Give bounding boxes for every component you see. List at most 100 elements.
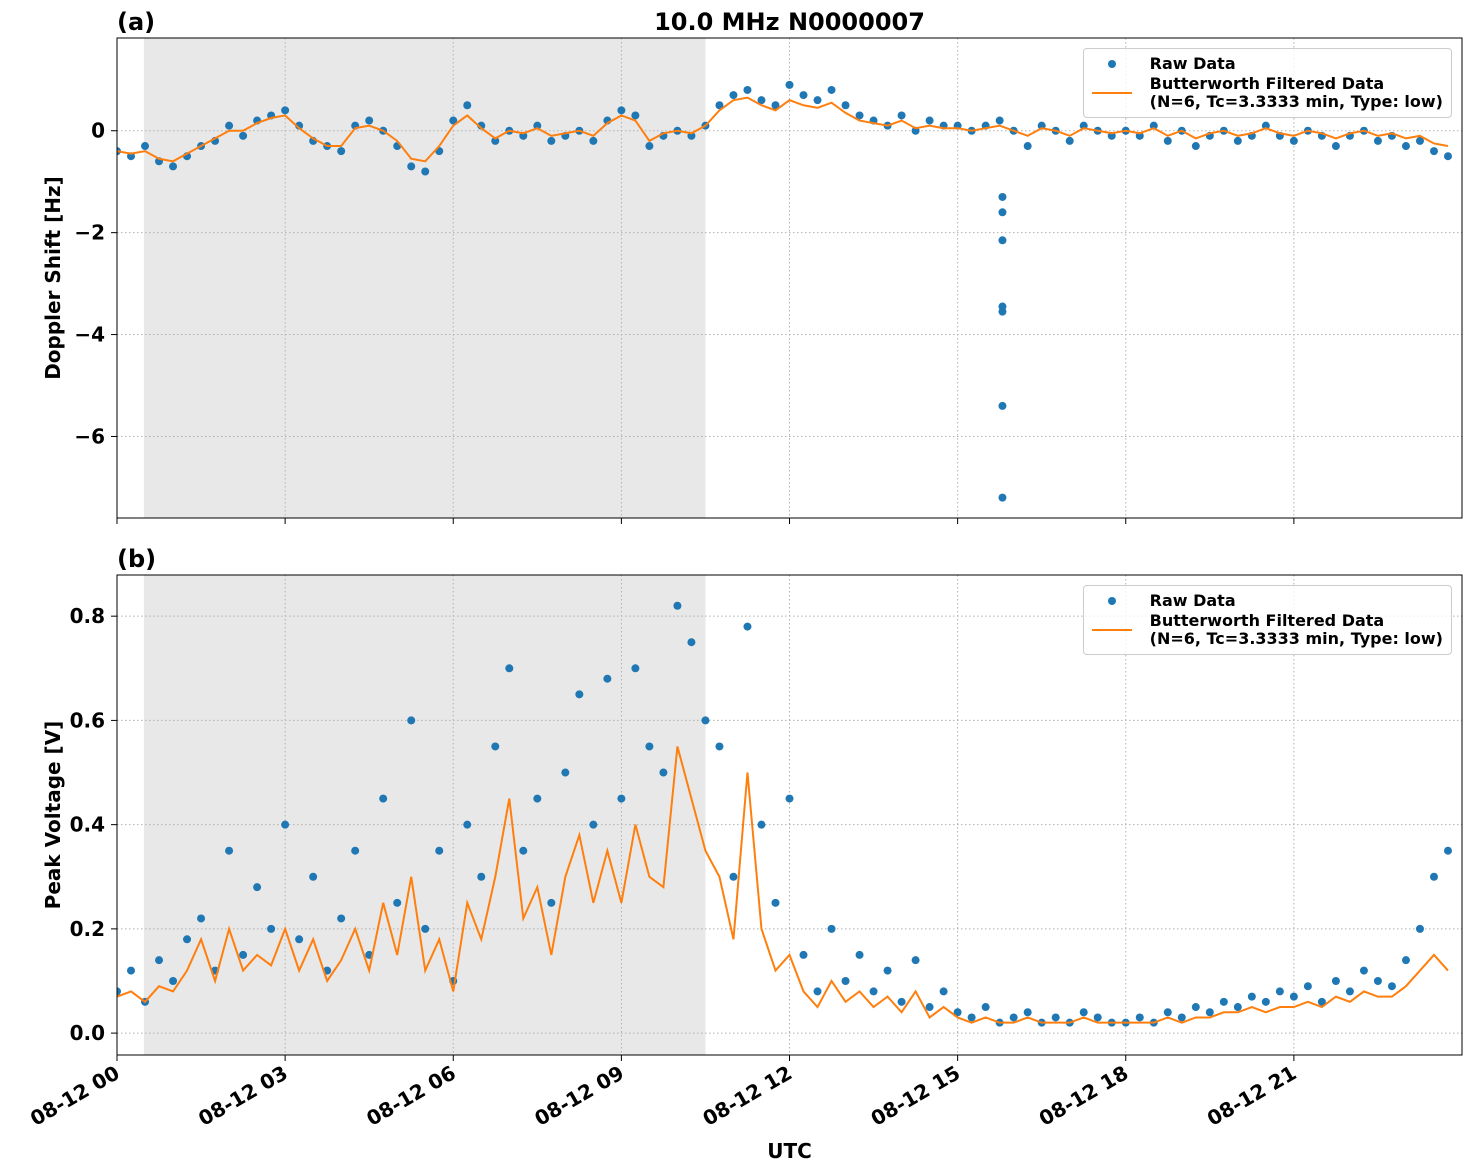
raw-point <box>757 820 766 829</box>
y-tick-label: 0.0 <box>70 1021 105 1045</box>
raw-point <box>813 96 822 105</box>
raw-point <box>883 966 892 975</box>
raw-point <box>407 716 416 725</box>
raw-point <box>1303 982 1312 991</box>
legend-key <box>1092 55 1132 73</box>
raw-point <box>169 162 178 171</box>
raw-point <box>1023 1008 1032 1017</box>
raw-point <box>1331 142 1340 151</box>
x-tick-label: 08-12 15 <box>867 1061 965 1131</box>
raw-point <box>1177 1013 1186 1022</box>
raw-point <box>939 987 948 996</box>
x-tick-label: 08-12 00 <box>26 1061 124 1131</box>
raw-point <box>715 101 724 110</box>
raw-point <box>253 883 262 892</box>
raw-point <box>337 147 346 156</box>
raw-point <box>365 116 374 125</box>
raw-point <box>1373 136 1382 145</box>
raw-point <box>998 401 1007 410</box>
y-tick-label: −6 <box>74 424 105 448</box>
raw-point <box>239 131 248 140</box>
axes-frame <box>116 574 1463 1056</box>
raw-point <box>925 1003 934 1012</box>
raw-point <box>827 85 836 94</box>
raw-point <box>1233 1003 1242 1012</box>
raw-point <box>687 638 696 647</box>
raw-point <box>1429 147 1438 156</box>
y-tick-label: 0.8 <box>70 604 105 628</box>
panel-label: (a) <box>117 8 155 36</box>
raw-point <box>463 101 472 110</box>
plot-area <box>117 80 1452 502</box>
raw-point <box>631 111 640 120</box>
y-tick-label: 0 <box>91 119 105 143</box>
raw-point <box>1191 142 1200 151</box>
raw-point <box>631 664 640 673</box>
raw-point <box>1079 1008 1088 1017</box>
legend-marker <box>1107 597 1116 605</box>
legend-key <box>1091 621 1132 639</box>
raw-point <box>617 794 626 803</box>
raw-point <box>561 768 570 777</box>
raw-point <box>547 136 556 145</box>
y-axis-label: Doppler Shift [Hz] <box>41 176 65 380</box>
raw-point <box>1009 1013 1018 1022</box>
panel-label: (b) <box>117 545 156 573</box>
legend-entry: Butterworth Filtered Data (N=6, Tc=3.333… <box>1091 612 1443 648</box>
legend-line <box>1091 92 1132 94</box>
raw-point <box>477 872 486 881</box>
raw-point <box>841 976 850 985</box>
y-tick-label: −4 <box>74 323 105 347</box>
filtered-line <box>117 746 1449 1024</box>
raw-point <box>1261 997 1270 1006</box>
raw-point <box>1359 966 1368 975</box>
raw-point <box>771 101 780 110</box>
legend-entry: Raw Data <box>1092 592 1443 610</box>
axes-frame <box>116 37 1463 519</box>
raw-point <box>998 208 1007 217</box>
raw-point <box>1051 1013 1060 1022</box>
raw-point <box>309 872 318 881</box>
raw-point <box>953 1008 962 1017</box>
raw-point <box>1093 1013 1102 1022</box>
raw-point <box>673 601 682 610</box>
raw-point <box>1401 142 1410 151</box>
raw-point <box>533 794 542 803</box>
raw-point <box>715 742 724 751</box>
raw-point <box>855 111 864 120</box>
raw-point <box>449 116 458 125</box>
raw-point <box>589 820 598 829</box>
raw-point <box>897 997 906 1006</box>
raw-point <box>491 136 500 145</box>
raw-point <box>1429 872 1438 881</box>
raw-point <box>337 914 346 923</box>
raw-point <box>1401 956 1410 965</box>
raw-point <box>1023 142 1032 151</box>
raw-point <box>967 1013 976 1022</box>
raw-point <box>1317 997 1326 1006</box>
raw-point <box>729 872 738 881</box>
raw-point <box>281 820 290 829</box>
raw-point <box>757 96 766 105</box>
raw-point <box>281 106 290 115</box>
y-tick-label: 0.6 <box>70 708 105 732</box>
raw-point <box>239 950 248 959</box>
raw-point <box>1331 976 1340 985</box>
legend-key <box>1091 84 1132 102</box>
raw-point <box>225 846 234 855</box>
filtered-line <box>117 96 1449 163</box>
raw-point <box>1373 976 1382 985</box>
legend-label: Raw Data <box>1149 591 1236 610</box>
raw-point <box>393 898 402 907</box>
raw-point <box>998 236 1007 245</box>
raw-point <box>1191 1003 1200 1012</box>
raw-point <box>998 307 1007 316</box>
raw-point <box>617 106 626 115</box>
raw-point <box>869 987 878 996</box>
raw-point <box>505 664 514 673</box>
shaded-span <box>143 38 706 518</box>
raw-point <box>813 987 822 996</box>
legend-marker <box>1107 60 1116 68</box>
raw-point <box>141 142 150 151</box>
